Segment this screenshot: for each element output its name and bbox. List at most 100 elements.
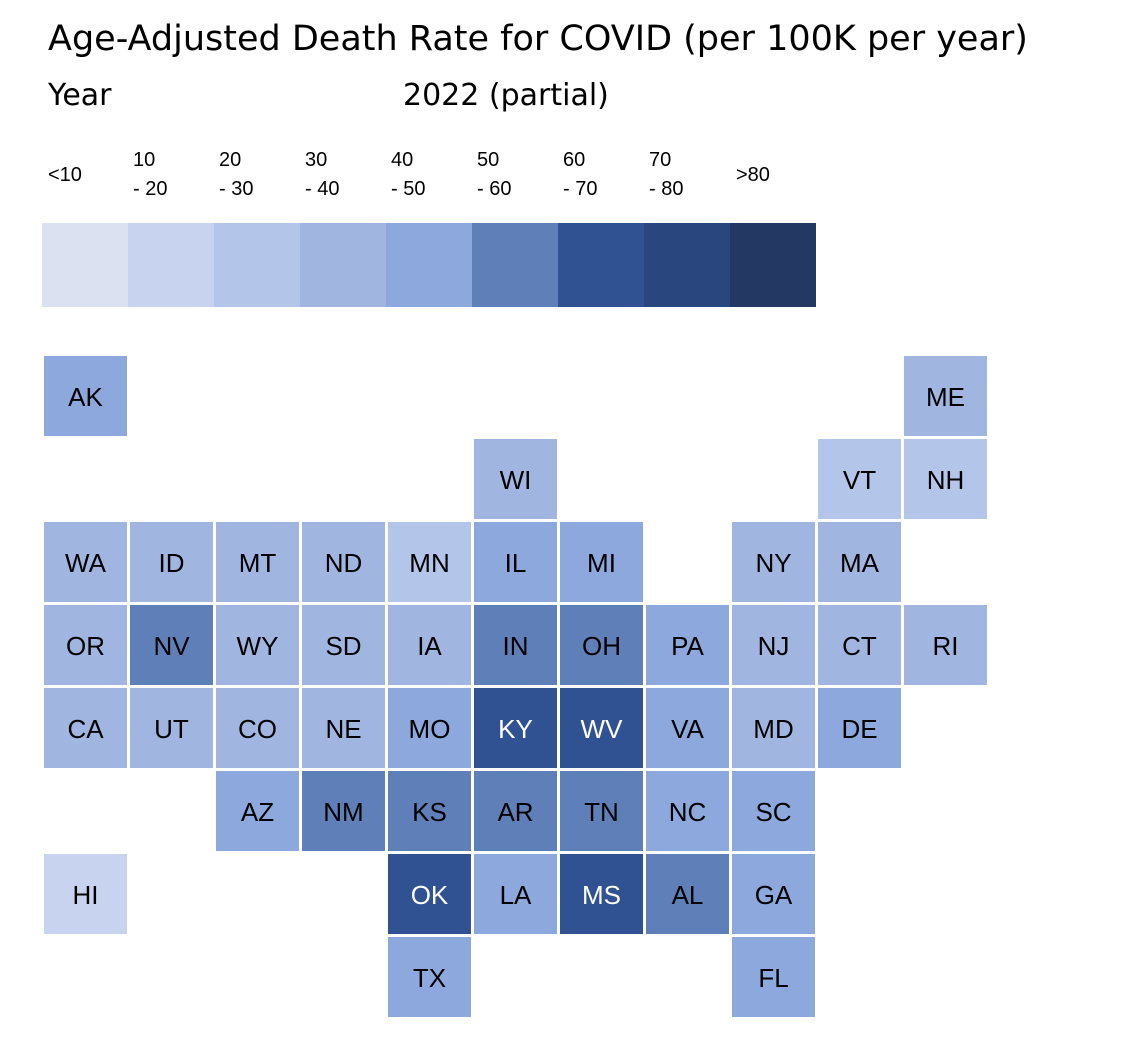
state-tile-ma[interactable]: MA [818,522,901,602]
state-tile-rect-la [474,854,557,934]
state-label-nj: NJ [758,631,790,661]
state-tile-rect-sd [302,605,385,685]
state-tile-tx[interactable]: TX [388,937,471,1017]
state-tile-nj[interactable]: NJ [732,605,815,685]
state-tile-vt[interactable]: VT [818,439,901,519]
state-tile-fl[interactable]: FL [732,937,815,1017]
state-tile-ok[interactable]: OK [388,854,471,934]
state-tile-mn[interactable]: MN [388,522,471,602]
state-label-wa: WA [65,548,107,578]
state-tile-rect-ne [302,688,385,768]
state-tile-nv[interactable]: NV [130,605,213,685]
state-tile-sc[interactable]: SC [732,771,815,851]
state-tile-ca[interactable]: CA [44,688,127,768]
state-tile-wa[interactable]: WA [44,522,127,602]
state-tile-ky[interactable]: KY [474,688,557,768]
state-label-ma: MA [840,548,880,578]
state-tile-me[interactable]: ME [904,356,987,436]
state-tile-rect-ak [44,356,127,436]
state-tile-nm[interactable]: NM [302,771,385,851]
state-label-sd: SD [325,631,361,661]
state-tile-ks[interactable]: KS [388,771,471,851]
state-tile-nh[interactable]: NH [904,439,987,519]
state-label-oh: OH [582,631,621,661]
state-tile-nc[interactable]: NC [646,771,729,851]
state-tile-ga[interactable]: GA [732,854,815,934]
state-tile-mo[interactable]: MO [388,688,471,768]
state-label-al: AL [672,880,704,910]
state-tile-rect-ny [732,522,815,602]
state-tile-rect-ma [818,522,901,602]
state-tile-hi[interactable]: HI [44,854,127,934]
state-tile-il[interactable]: IL [474,522,557,602]
state-tile-ia[interactable]: IA [388,605,471,685]
state-tile-la[interactable]: LA [474,854,557,934]
state-tile-ne[interactable]: NE [302,688,385,768]
state-label-nc: NC [669,797,707,827]
state-tile-ms[interactable]: MS [560,854,643,934]
state-tile-ut[interactable]: UT [130,688,213,768]
state-tile-mt[interactable]: MT [216,522,299,602]
state-label-co: CO [238,714,277,744]
state-tile-in[interactable]: IN [474,605,557,685]
state-tile-id[interactable]: ID [130,522,213,602]
state-label-ri: RI [933,631,959,661]
legend-swatch-7 [644,223,730,307]
state-tile-ar[interactable]: AR [474,771,557,851]
state-label-ga: GA [755,880,793,910]
state-tile-co[interactable]: CO [216,688,299,768]
state-tile-rect-pa [646,605,729,685]
state-tile-pa[interactable]: PA [646,605,729,685]
state-tile-ak[interactable]: AK [44,356,127,436]
state-label-sc: SC [755,797,791,827]
state-tile-az[interactable]: AZ [216,771,299,851]
state-label-nd: ND [325,548,363,578]
state-tile-rect-mi [560,522,643,602]
legend-label-bottom-7: - 80 [649,178,683,200]
year-filter-value[interactable]: 2022 (partial) [403,78,609,113]
state-tile-md[interactable]: MD [732,688,815,768]
state-tile-va[interactable]: VA [646,688,729,768]
state-tile-wv[interactable]: WV [560,688,643,768]
legend-label-bottom-3: - 40 [305,178,339,200]
legend-swatch-4 [386,223,472,307]
state-tile-rect-oh [560,605,643,685]
state-tile-oh[interactable]: OH [560,605,643,685]
state-tile-de[interactable]: DE [818,688,901,768]
state-tile-mi[interactable]: MI [560,522,643,602]
state-tile-rect-id [130,522,213,602]
state-tile-rect-wv [560,688,643,768]
state-tile-rect-ga [732,854,815,934]
state-label-ks: KS [412,797,447,827]
legend-swatch-8 [730,223,816,307]
state-tile-wy[interactable]: WY [216,605,299,685]
legend-label-bottom-1: - 20 [133,178,167,200]
legend-label-bottom-5: - 60 [477,178,511,200]
state-tile-ct[interactable]: CT [818,605,901,685]
state-label-id: ID [159,548,185,578]
state-tile-sd[interactable]: SD [302,605,385,685]
state-label-vt: VT [843,465,876,495]
state-tile-rect-de [818,688,901,768]
state-tile-al[interactable]: AL [646,854,729,934]
state-tile-ri[interactable]: RI [904,605,987,685]
state-tile-or[interactable]: OR [44,605,127,685]
state-label-ut: UT [154,714,189,744]
state-label-ne: NE [325,714,361,744]
state-tile-rect-hi [44,854,127,934]
state-label-mt: MT [239,548,277,578]
legend-swatch-3 [300,223,386,307]
state-tile-ny[interactable]: NY [732,522,815,602]
legend-label-top-3: 30 [305,149,327,171]
state-tile-nd[interactable]: ND [302,522,385,602]
state-label-wy: WY [237,631,279,661]
state-tile-rect-ar [474,771,557,851]
legend-label-top-2: 20 [219,149,241,171]
state-label-pa: PA [671,631,704,661]
state-tile-tn[interactable]: TN [560,771,643,851]
legend-label-bottom-6: - 70 [563,178,597,200]
state-tile-rect-nh [904,439,987,519]
state-tile-rect-wa [44,522,127,602]
state-label-in: IN [503,631,529,661]
state-tile-wi[interactable]: WI [474,439,557,519]
